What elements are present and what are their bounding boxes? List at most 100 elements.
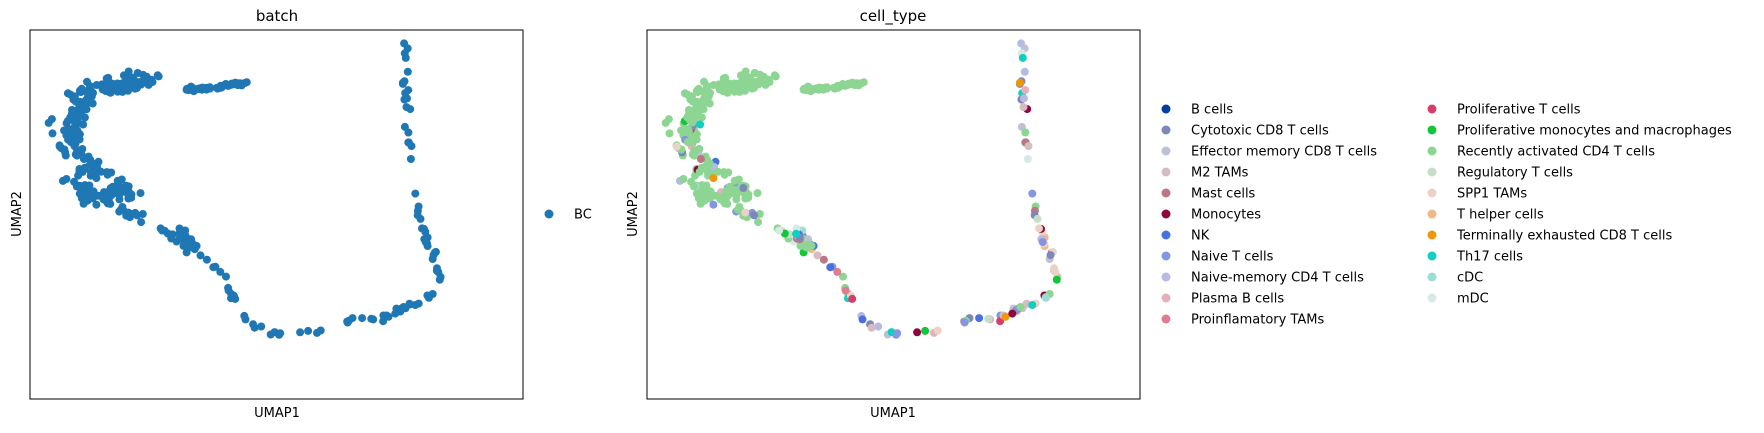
batch-point (117, 175, 126, 184)
batch-legend-marker (544, 209, 554, 219)
cell-type-legend-label: Monocytes (1191, 208, 1261, 223)
cell-type-point (754, 218, 763, 227)
cell-type-legend-label: Plasma B cells (1191, 292, 1284, 307)
batch-point (102, 74, 111, 83)
batch-point (48, 129, 57, 138)
cell-type-legend-marker (1161, 104, 1171, 114)
cell-type-point (960, 318, 969, 327)
batch-point (107, 168, 116, 177)
cell-type-point (730, 187, 739, 196)
cell-type-legend-label: Proliferative monocytes and macrophages (1457, 124, 1732, 139)
cell-type-point (833, 267, 842, 276)
cell-type-point (848, 294, 857, 303)
cell-type-point (741, 67, 750, 76)
cell-type-point (1028, 189, 1037, 198)
batch-point (77, 84, 86, 93)
cell-type-x-axis-label: UMAP1 (870, 406, 916, 421)
batch-point (103, 192, 112, 201)
batch-point (133, 83, 141, 92)
cell-type-legend-label: NK (1191, 229, 1210, 244)
cell-type-point (1020, 94, 1028, 103)
batch-point (44, 118, 53, 127)
batch-point (296, 328, 305, 337)
batch-point (435, 275, 444, 284)
batch-point (60, 126, 69, 135)
batch-point (216, 267, 225, 276)
batch-point (421, 238, 430, 246)
batch-point (79, 104, 88, 113)
cell-type-point (699, 96, 708, 105)
cell-type-point (984, 314, 993, 323)
batch-point (402, 103, 411, 112)
cell-type-legend-label: mDC (1457, 292, 1489, 307)
batch-point (399, 303, 408, 311)
cell-type-point (739, 184, 748, 192)
batch-point (343, 318, 352, 327)
cell-type-legend-marker (1161, 251, 1171, 261)
batch-point (250, 323, 259, 332)
cell-type-title: cell_type (860, 7, 927, 26)
batch-point (257, 322, 266, 331)
cell-type-point (1018, 53, 1027, 62)
cell-type-point (696, 155, 705, 163)
cell-type-legend-label: cDC (1457, 271, 1483, 286)
batch-point (101, 84, 110, 93)
cell-type-point (933, 326, 942, 335)
cell-type-point (1024, 142, 1033, 151)
cell-type-point (1021, 86, 1030, 95)
cell-type-point (688, 118, 697, 127)
cell-type-point (679, 175, 688, 183)
cell-type-point (756, 70, 765, 79)
cell-type-point (849, 79, 858, 88)
cell-type-point (697, 163, 706, 172)
cell-type-legend-marker (1427, 293, 1437, 303)
batch-point (403, 94, 411, 103)
cell-type-point (1038, 238, 1047, 246)
batch-point (71, 97, 80, 106)
batch-point (196, 251, 205, 260)
cell-type-point (826, 263, 835, 272)
batch-point (316, 326, 325, 335)
batch-point (232, 79, 241, 88)
cell-type-point (701, 88, 710, 97)
batch-point (411, 301, 420, 309)
batch-point (118, 203, 127, 211)
batch-legend: BC (544, 208, 592, 223)
cell-type-point (771, 72, 780, 81)
batch-point (122, 184, 131, 192)
cell-type-point (696, 104, 705, 113)
cell-type-legend-label: Cytotoxic CD8 T cells (1191, 124, 1329, 139)
cell-type-point (709, 200, 718, 209)
cell-type-legend-marker (1427, 209, 1437, 219)
cell-type-point (709, 174, 718, 183)
cell-type-panel: cell_type UMAP1 UMAP2 B cells Cytotoxic C… (626, 7, 1732, 421)
cell-type-point (705, 159, 714, 168)
batch-point (138, 78, 147, 87)
cell-type-point (689, 133, 698, 142)
batch-point (137, 218, 146, 227)
cell-type-legend-marker (1161, 209, 1171, 219)
cell-type-point (1033, 214, 1042, 223)
batch-point (80, 163, 89, 172)
cell-type-legend-marker (1427, 230, 1437, 240)
batch-point (404, 128, 413, 137)
batch-point (133, 211, 142, 220)
batch-point (175, 229, 184, 238)
batch-point (148, 78, 157, 86)
batch-point (127, 193, 136, 202)
cell-type-legend-label: Terminally exhausted CD8 T cells (1456, 229, 1672, 244)
cell-type-point (665, 129, 674, 138)
batch-point (67, 125, 76, 134)
batch-point (276, 329, 285, 338)
cell-type-point (1020, 67, 1029, 76)
batch-point (154, 72, 163, 81)
cell-type-point (684, 125, 693, 134)
cell-type-legend-marker (1427, 125, 1437, 135)
cell-type-point (1041, 293, 1050, 302)
batch-point (418, 224, 426, 233)
cell-type-point (1052, 275, 1061, 284)
cell-type-point (661, 118, 670, 127)
cell-type-legend-marker (1427, 146, 1437, 156)
batch-axes-frame (29, 29, 524, 400)
